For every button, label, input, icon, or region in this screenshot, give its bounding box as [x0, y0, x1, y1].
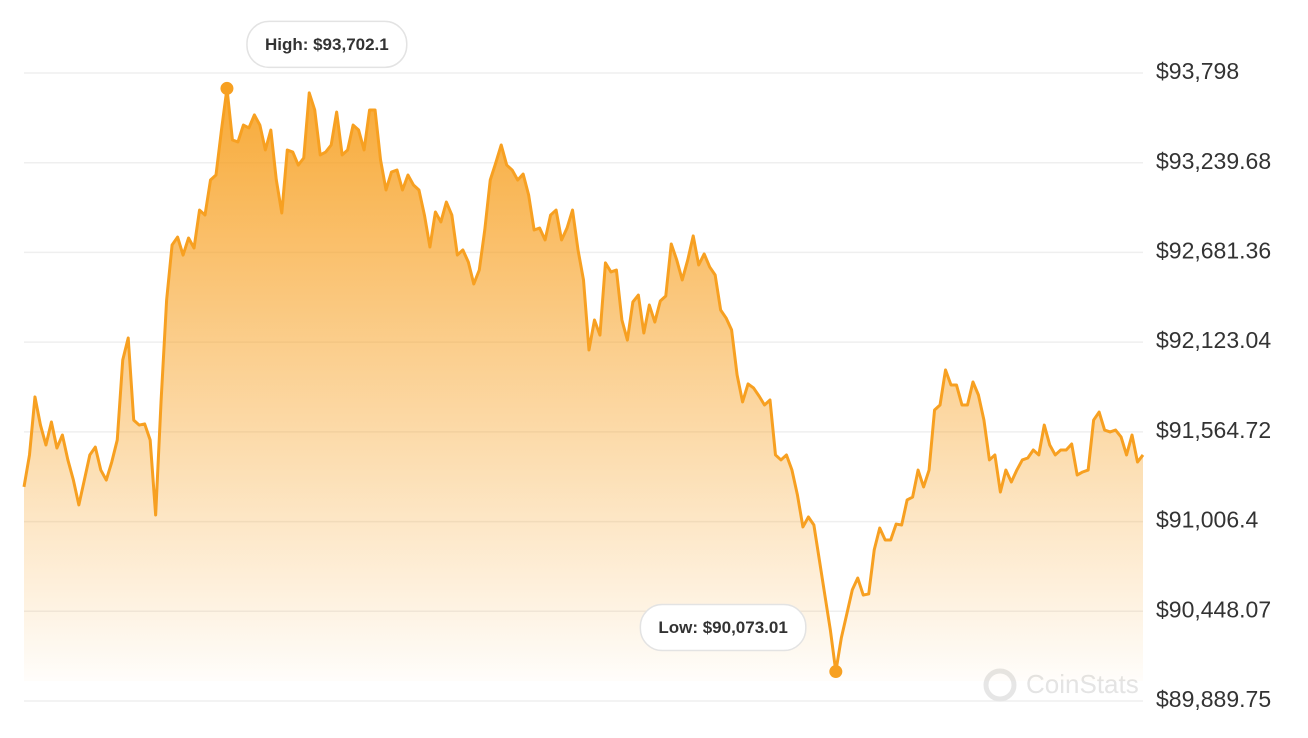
y-tick-label: $92,123.04: [1156, 327, 1271, 353]
y-tick-label: $93,239.68: [1156, 148, 1271, 174]
y-tick-label: $92,681.36: [1156, 238, 1271, 264]
area-fill: [24, 88, 1143, 681]
annotation-box: [639, 603, 807, 652]
plot: [22, 86, 1145, 681]
annotation-dot: [829, 665, 843, 679]
annotation-dot: [220, 81, 234, 95]
y-tick-label: $90,448.07: [1156, 596, 1271, 622]
annotation-box: [246, 20, 408, 69]
annotation-label: High: $93,702.1: [246, 20, 408, 69]
y-tick-label: $89,889.75: [1156, 686, 1271, 712]
annotation-text: Low: $90,073.01: [658, 618, 787, 637]
y-tick-label: $91,006.4: [1156, 507, 1259, 533]
y-tick-label: $91,564.72: [1156, 417, 1271, 443]
y-tick-label: $93,798: [1156, 58, 1239, 84]
annotations: High: $93,702.1 Low: $90,073.01: [220, 20, 843, 679]
annotation-text: High: $93,702.1: [265, 35, 389, 54]
annotation-label: Low: $90,073.01: [639, 603, 807, 652]
price-line: [22, 86, 1145, 674]
